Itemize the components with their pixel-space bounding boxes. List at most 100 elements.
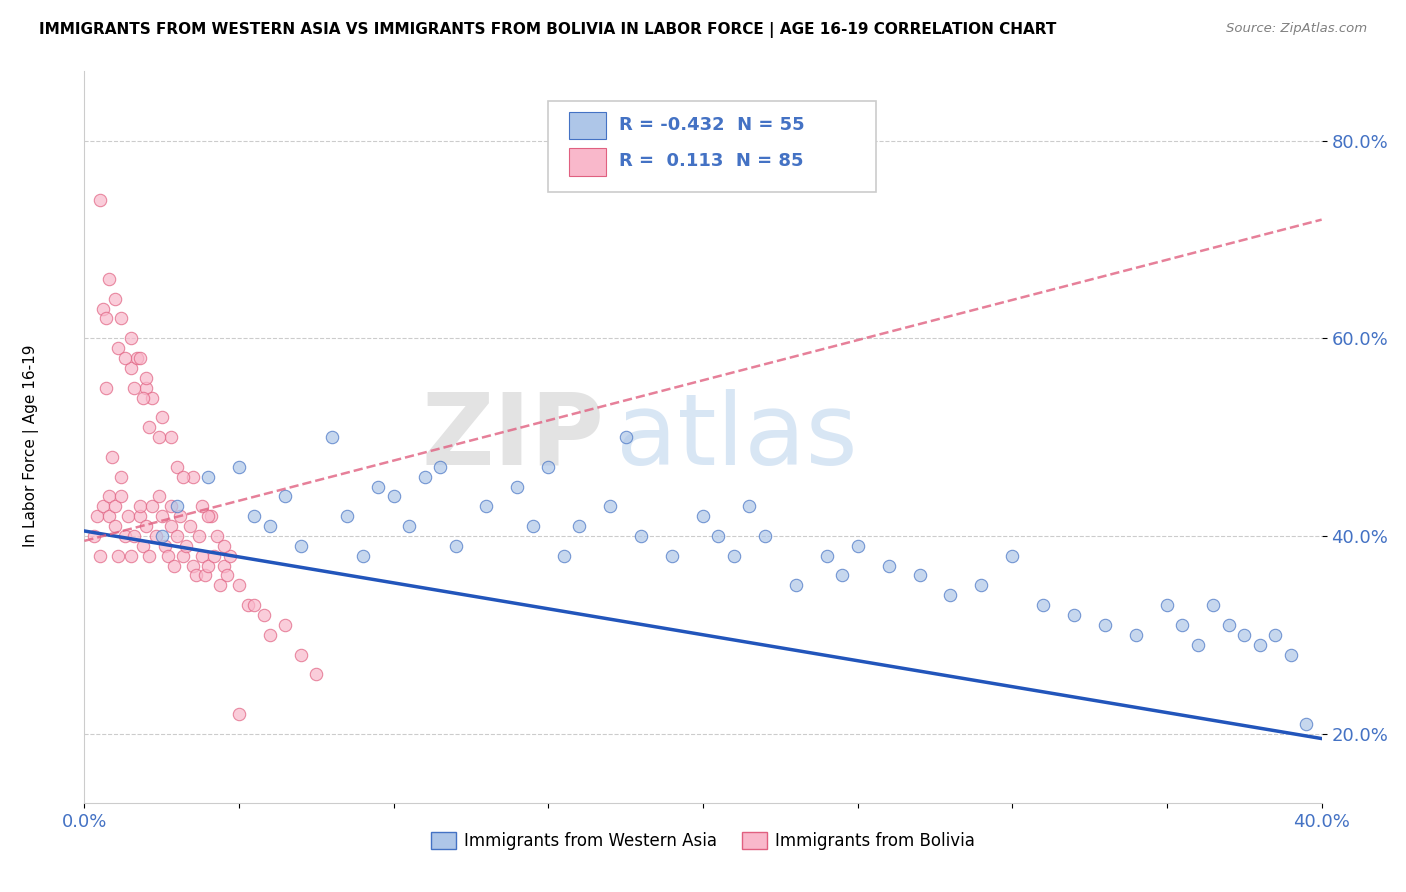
- Point: [98, 489, 121, 503]
- Point: [197, 509, 219, 524]
- Point: [831, 568, 853, 582]
- Point: [156, 549, 179, 563]
- Point: [166, 500, 188, 514]
- Point: [382, 489, 405, 503]
- Point: [243, 509, 266, 524]
- Bar: [569, 148, 606, 176]
- Point: [228, 578, 250, 592]
- Point: [94, 381, 117, 395]
- Point: [120, 331, 142, 345]
- Point: [91, 301, 114, 316]
- FancyBboxPatch shape: [548, 101, 876, 192]
- Point: [107, 341, 129, 355]
- Point: [179, 519, 201, 533]
- Point: [1187, 638, 1209, 652]
- Point: [110, 311, 132, 326]
- Text: In Labor Force | Age 16-19: In Labor Force | Age 16-19: [22, 344, 39, 548]
- Point: [238, 598, 260, 612]
- Text: Source: ZipAtlas.com: Source: ZipAtlas.com: [1226, 22, 1367, 36]
- Point: [145, 529, 167, 543]
- Point: [187, 529, 209, 543]
- Point: [413, 469, 436, 483]
- Point: [321, 430, 343, 444]
- Point: [163, 558, 186, 573]
- Point: [1279, 648, 1302, 662]
- Point: [506, 479, 529, 493]
- Point: [568, 519, 591, 533]
- Point: [107, 549, 129, 563]
- Point: [738, 500, 761, 514]
- Point: [94, 311, 117, 326]
- Point: [253, 607, 276, 622]
- Point: [1202, 598, 1225, 612]
- Point: [153, 539, 176, 553]
- Point: [86, 509, 108, 524]
- Point: [129, 509, 152, 524]
- Point: [522, 519, 544, 533]
- Point: [83, 529, 105, 543]
- Legend: Immigrants from Western Asia, Immigrants from Bolivia: Immigrants from Western Asia, Immigrants…: [425, 825, 981, 856]
- Point: [117, 509, 139, 524]
- Point: [846, 539, 869, 553]
- Point: [141, 500, 163, 514]
- Point: [1233, 628, 1256, 642]
- Point: [290, 648, 312, 662]
- Point: [1156, 598, 1178, 612]
- Point: [135, 381, 157, 395]
- Point: [274, 618, 297, 632]
- Point: [352, 549, 374, 563]
- Point: [290, 539, 312, 553]
- Point: [1032, 598, 1054, 612]
- Point: [1171, 618, 1194, 632]
- Point: [181, 469, 204, 483]
- Point: [184, 568, 207, 582]
- Point: [135, 519, 157, 533]
- Point: [723, 549, 745, 563]
- Point: [150, 410, 173, 425]
- Point: [908, 568, 931, 582]
- Point: [129, 351, 152, 365]
- Point: [141, 391, 163, 405]
- Point: [150, 509, 173, 524]
- Point: [1249, 638, 1271, 652]
- Point: [91, 500, 114, 514]
- Point: [197, 469, 219, 483]
- Point: [104, 519, 127, 533]
- Point: [98, 272, 121, 286]
- Point: [166, 459, 188, 474]
- Point: [202, 549, 225, 563]
- Point: [754, 529, 776, 543]
- Point: [114, 529, 136, 543]
- Point: [150, 529, 173, 543]
- Point: [172, 549, 194, 563]
- Point: [1001, 549, 1024, 563]
- Point: [661, 549, 683, 563]
- Point: [259, 628, 281, 642]
- Point: [215, 568, 238, 582]
- Point: [1094, 618, 1116, 632]
- Point: [169, 509, 191, 524]
- Point: [125, 351, 148, 365]
- Point: [120, 549, 142, 563]
- Point: [160, 430, 183, 444]
- Point: [191, 549, 214, 563]
- Point: [1125, 628, 1147, 642]
- Point: [1264, 628, 1286, 642]
- Point: [207, 529, 229, 543]
- Point: [228, 706, 250, 721]
- Point: [122, 529, 145, 543]
- Point: [197, 558, 219, 573]
- Point: [160, 519, 183, 533]
- Point: [191, 500, 214, 514]
- Point: [305, 667, 328, 681]
- Point: [1218, 618, 1240, 632]
- Text: atlas: atlas: [616, 389, 858, 485]
- Point: [475, 500, 498, 514]
- Point: [89, 549, 111, 563]
- Point: [367, 479, 389, 493]
- Point: [89, 193, 111, 207]
- Point: [129, 500, 152, 514]
- Point: [212, 539, 235, 553]
- Point: [444, 539, 467, 553]
- Point: [110, 489, 132, 503]
